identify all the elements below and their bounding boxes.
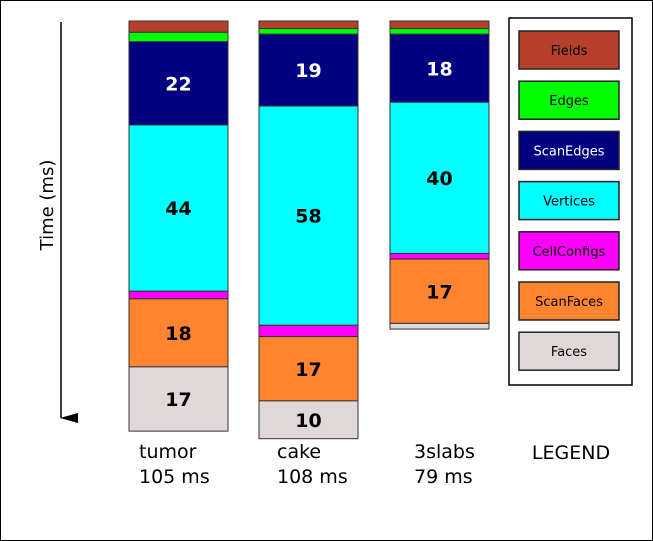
legend-swatch-fields	[518, 30, 620, 70]
bar-segment-tumor-edges	[128, 31, 229, 43]
category-labels: tumor 105 ms cake 108 ms 3slabs 79 ms	[139, 441, 475, 488]
data-label-3slabs-scanedges: 18	[426, 58, 452, 80]
bar-segment-3slabs-fields	[389, 20, 490, 30]
data-label-3slabs-vertices: 40	[426, 168, 452, 190]
bar-segment-cake-edges	[258, 28, 359, 35]
legend-label-fields: Fields	[551, 44, 588, 59]
bar-segment-tumor-fields	[128, 20, 229, 33]
data-label-tumor-scanedges: 22	[165, 73, 191, 95]
legend-swatch-edges	[518, 80, 620, 120]
category-label-tumor: tumor	[139, 441, 197, 463]
category-label-3slabs: 3slabs	[414, 441, 475, 463]
data-label-tumor-vertices: 44	[165, 198, 191, 220]
bar-segment-3slabs-scanedges	[389, 33, 490, 103]
data-label-3slabs-scanfaces: 17	[426, 281, 452, 303]
legend-label-cellconfigs: CellConfigs	[533, 245, 606, 260]
time-axis: Time (ms)	[37, 22, 78, 423]
data-label-tumor-scanfaces: 18	[165, 323, 191, 345]
bar-segment-3slabs-scanfaces	[389, 258, 490, 324]
legend-label-edges: Edges	[549, 94, 589, 109]
legend: LEGEND Fields Edges ScanEdges Vertices CellC…	[508, 17, 633, 464]
data-label-cake-faces: 10	[295, 410, 321, 432]
legend-swatch-vertices	[518, 180, 620, 221]
total-label-3slabs: 79 ms	[414, 466, 473, 488]
bar-segment-3slabs-cellconfigs	[389, 252, 490, 260]
y-axis-label: Time (ms)	[37, 160, 58, 252]
category-label-cake: cake	[277, 441, 321, 463]
legend-swatch-cellconfigs	[518, 231, 620, 271]
total-label-tumor: 105 ms	[139, 466, 210, 488]
bar-segment-tumor-cellconfigs	[128, 290, 229, 300]
bar-segment-cake-vertices	[258, 105, 359, 326]
bar-segment-cake-faces	[258, 400, 359, 440]
legend-label-scanedges: ScanEdges	[533, 144, 604, 159]
bar-segment-cake-scanedges	[258, 33, 359, 107]
bar-segment-tumor-scanedges	[128, 41, 229, 126]
bar-segment-tumor-scanfaces	[128, 298, 229, 368]
bar-segment-cake-fields	[258, 20, 359, 30]
legend-swatch-scanedges	[518, 130, 620, 171]
bar-segment-3slabs-edges	[389, 28, 490, 35]
bar-segment-cake-cellconfigs	[258, 324, 359, 338]
bar-segment-3slabs-faces	[389, 322, 490, 330]
bar-segment-cake-scanfaces	[258, 336, 359, 402]
legend-swatch-faces	[518, 331, 620, 371]
bar-segment-3slabs-vertices	[389, 101, 490, 254]
data-label-tumor-faces: 17	[165, 389, 191, 411]
legend-label-faces: Faces	[551, 345, 587, 360]
total-label-cake: 108 ms	[277, 466, 348, 488]
bar-segment-tumor-faces	[128, 366, 229, 432]
data-label-cake-scanfaces: 17	[295, 359, 321, 381]
legend-title: LEGEND	[532, 442, 610, 464]
legend-label-scanfaces: ScanFaces	[535, 295, 603, 310]
data-label-cake-scanedges: 19	[295, 60, 321, 82]
bars: 22 44 18 17 19 58 17 10 18 40 17	[128, 20, 490, 440]
legend-label-vertices: Vertices	[543, 195, 595, 210]
data-label-cake-vertices: 58	[295, 206, 321, 228]
legend-swatch-scanfaces	[518, 281, 620, 321]
